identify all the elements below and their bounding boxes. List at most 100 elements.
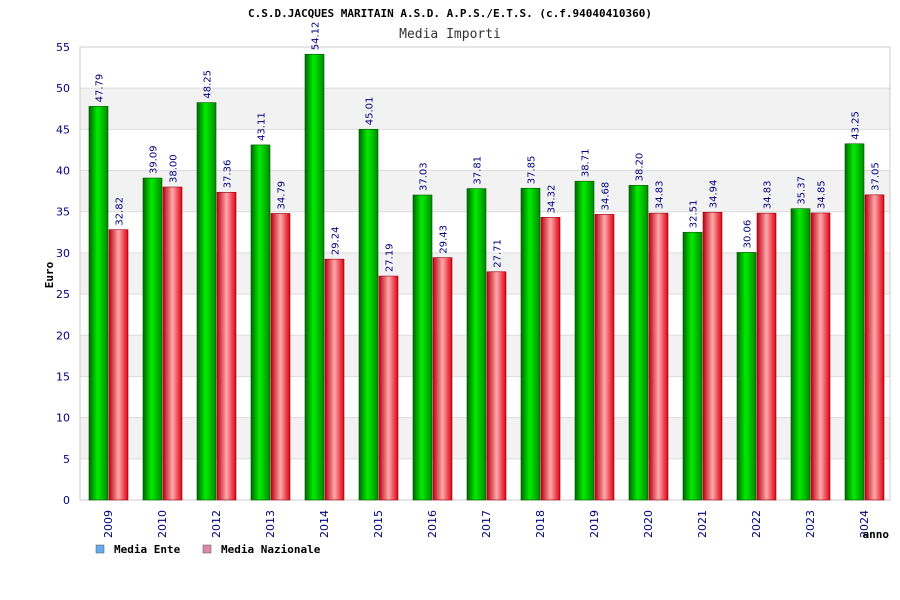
value-label-media-ente-2021: 32.51 xyxy=(689,200,700,229)
bar-media-ente-2013 xyxy=(250,144,271,501)
bar-media-nazionale-2023 xyxy=(810,212,831,501)
bar-media-nazionale-2019 xyxy=(594,214,615,501)
bar-media-nazionale-2022 xyxy=(756,212,777,501)
bar-media-ente-2009 xyxy=(88,106,109,501)
legend-label-media-ente: Media Ente xyxy=(114,543,181,556)
bar-media-ente-2022 xyxy=(736,252,757,501)
bar-media-ente-2015 xyxy=(358,128,379,501)
y-tick-label: 15 xyxy=(56,370,70,383)
value-label-media-nazionale-2017: 27.71 xyxy=(493,239,504,268)
y-tick-label: 45 xyxy=(56,123,70,136)
value-label-media-nazionale-2019: 34.68 xyxy=(601,182,612,211)
chart-title: C.S.D.JACQUES MARITAIN A.S.D. A.P.S./E.T… xyxy=(248,7,652,20)
grid-band xyxy=(80,47,890,89)
y-tick-label: 30 xyxy=(56,247,70,260)
bars xyxy=(88,53,885,501)
value-label-media-ente-2017: 37.81 xyxy=(473,156,484,185)
value-label-media-nazionale-2009: 32.82 xyxy=(115,197,126,226)
x-tick-label-2021: 2021 xyxy=(696,510,709,538)
bar-media-nazionale-2010 xyxy=(162,186,183,501)
value-label-media-nazionale-2015: 27.19 xyxy=(385,243,396,272)
y-tick-label: 25 xyxy=(56,288,70,301)
y-tick-label: 50 xyxy=(56,82,70,95)
bar-media-nazionale-2017 xyxy=(486,271,507,501)
x-tick-label-2019: 2019 xyxy=(588,510,601,538)
value-label-media-ente-2014: 54.12 xyxy=(311,22,322,51)
x-tick-label-2014: 2014 xyxy=(318,510,331,538)
value-label-media-nazionale-2020: 34.83 xyxy=(655,180,666,209)
value-label-media-ente-2018: 37.85 xyxy=(527,156,538,185)
bar-media-ente-2023 xyxy=(790,208,811,501)
bar-media-nazionale-2009 xyxy=(108,229,129,501)
legend-swatch-media-nazionale xyxy=(202,544,212,554)
x-axis-label: anno xyxy=(863,528,890,541)
value-label-media-ente-2010: 39.09 xyxy=(149,145,160,174)
x-tick-label-2022: 2022 xyxy=(750,510,763,538)
bar-media-ente-2017 xyxy=(466,188,487,501)
x-tick-label-2015: 2015 xyxy=(372,510,385,538)
bar-media-nazionale-2014 xyxy=(324,258,345,501)
value-label-media-nazionale-2012: 37.36 xyxy=(223,160,234,189)
bar-media-ente-2024 xyxy=(844,143,865,501)
value-label-media-ente-2024: 43.25 xyxy=(851,111,862,140)
value-label-media-nazionale-2023: 34.85 xyxy=(817,180,828,209)
x-tick-label-2012: 2012 xyxy=(210,510,223,538)
value-label-media-ente-2015: 45.01 xyxy=(365,97,376,126)
x-tick-label-2009: 2009 xyxy=(102,510,115,538)
value-label-media-nazionale-2016: 29.43 xyxy=(439,225,450,254)
bar-media-ente-2019 xyxy=(574,180,595,501)
x-tick-label-2013: 2013 xyxy=(264,510,277,538)
bar-media-nazionale-2012 xyxy=(216,191,237,501)
value-label-media-nazionale-2010: 38.00 xyxy=(169,154,180,183)
value-label-media-ente-2009: 47.79 xyxy=(95,74,106,103)
y-tick-label: 20 xyxy=(56,329,70,342)
bar-media-nazionale-2013 xyxy=(270,213,291,501)
x-tick-label-2018: 2018 xyxy=(534,510,547,538)
value-label-media-ente-2016: 37.03 xyxy=(419,162,430,191)
bar-media-ente-2014 xyxy=(304,53,325,501)
value-labels: 47.79 32.82 39.09 38.00 48.25 37.36 43.11 34.79… xyxy=(95,22,882,272)
x-tick-label-2016: 2016 xyxy=(426,510,439,538)
y-axis-label: Euro xyxy=(43,261,56,288)
y-tick-label: 55 xyxy=(56,41,70,54)
bar-media-nazionale-2020 xyxy=(648,212,669,501)
value-label-media-nazionale-2014: 29.24 xyxy=(331,227,342,256)
legend-swatch-media-ente xyxy=(95,544,105,554)
y-tick-label: 0 xyxy=(63,494,70,507)
bar-media-ente-2016 xyxy=(412,194,433,501)
value-label-media-ente-2019: 38.71 xyxy=(581,149,592,178)
value-label-media-nazionale-2013: 34.79 xyxy=(277,181,288,210)
value-label-media-ente-2012: 48.25 xyxy=(203,70,214,99)
value-label-media-nazionale-2018: 34.32 xyxy=(547,185,558,214)
y-tick-label: 35 xyxy=(56,206,70,219)
y-axis-ticks: 0 5 10 15 20 25 30 35 40 45 50 55 xyxy=(56,41,70,507)
x-tick-label-2024: 2024 xyxy=(858,510,871,538)
x-tick-label-2023: 2023 xyxy=(804,510,817,538)
value-label-media-ente-2023: 35.37 xyxy=(797,176,808,205)
bar-media-nazionale-2015 xyxy=(378,275,399,501)
x-tick-label-2017: 2017 xyxy=(480,510,493,538)
bar-media-ente-2018 xyxy=(520,187,541,501)
y-tick-label: 5 xyxy=(63,453,70,466)
chart-subtitle: Media Importi xyxy=(399,27,501,42)
y-tick-label: 10 xyxy=(56,412,70,425)
bar-media-nazionale-2018 xyxy=(540,217,561,501)
legend-label-media-nazionale: Media Nazionale xyxy=(221,543,321,556)
x-tick-label-2010: 2010 xyxy=(156,510,169,538)
bar-media-ente-2012 xyxy=(196,102,217,501)
value-label-media-ente-2013: 43.11 xyxy=(257,112,268,141)
value-label-media-nazionale-2022: 34.83 xyxy=(763,180,774,209)
legend: Media Ente Media Nazionale xyxy=(95,543,321,556)
x-tick-label-2020: 2020 xyxy=(642,510,655,538)
y-tick-label: 40 xyxy=(56,165,70,178)
bar-media-nazionale-2016 xyxy=(432,257,453,501)
bar-media-nazionale-2024 xyxy=(864,194,885,501)
value-label-media-ente-2022: 30.06 xyxy=(743,220,754,249)
value-label-media-nazionale-2024: 37.05 xyxy=(871,162,882,191)
value-label-media-nazionale-2021: 34.94 xyxy=(709,180,720,209)
x-axis-ticks: 2009 2010 2012 2013 2014 2015 2016 2017 2018 2019… xyxy=(102,510,871,538)
value-label-media-ente-2020: 38.20 xyxy=(635,153,646,182)
bar-media-ente-2020 xyxy=(628,185,649,501)
